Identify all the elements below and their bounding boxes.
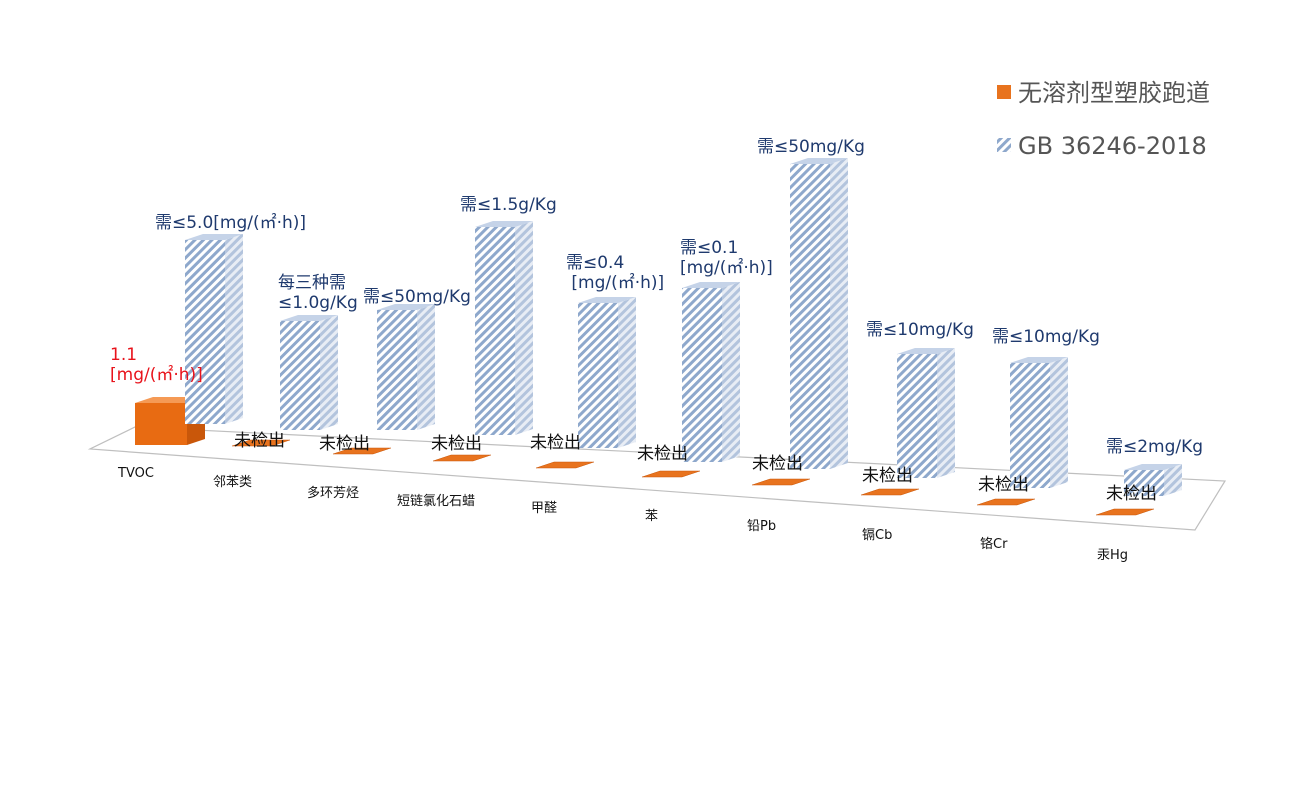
standard-bar-9: [1124, 464, 1182, 496]
orange-value-label-4: 未检出: [530, 433, 581, 453]
orange-marker-6: [751, 478, 811, 486]
standard-bar-1-side: [320, 315, 338, 430]
standard-bar-2-side: [417, 304, 435, 430]
standard-bar-6-front: [790, 164, 830, 469]
category-label-5: 苯: [645, 509, 658, 524]
standard-value-label-4: 需≤0.4 [mg/(㎡·h)]: [566, 253, 664, 293]
standard-bar-1-top: [280, 315, 338, 321]
standard-bar-7-front: [897, 354, 937, 478]
orange-value-label-6: 未检出: [752, 454, 803, 474]
standard-value-label-1: 每三种需≤1.0g/Kg: [278, 273, 358, 313]
standard-bar-3-top: [475, 221, 533, 227]
standard-bar-4-top: [578, 297, 636, 303]
standard-bar-6-top: [790, 158, 848, 164]
standard-bar-4-front: [578, 303, 618, 448]
standard-bar-5-top: [682, 282, 740, 288]
standard-value-label-8: 需≤10mg/Kg: [992, 327, 1100, 347]
orange-marker-9: [1095, 508, 1155, 516]
standard-bar-3-front: [475, 227, 515, 435]
standard-value-label-0: 需≤5.0[mg/(㎡·h)]: [155, 213, 306, 233]
legend-label-1: GB 36246-2018: [1018, 132, 1207, 160]
category-label-9: 汞Hg: [1097, 548, 1128, 563]
standard-bar-2-top: [377, 304, 435, 310]
legend-label-0: 无溶剂型塑胶跑道: [1018, 79, 1210, 107]
standard-bar-3-side: [515, 221, 533, 435]
legend: 无溶剂型塑胶跑道 GB 36246-2018: [997, 79, 1210, 160]
orange-value-label-0: 1.1 [mg/(㎡·h)]: [110, 345, 203, 385]
orange-marker-2: [332, 447, 392, 455]
standard-value-label-3: 需≤1.5g/Kg: [460, 195, 557, 215]
standard-value-label-9: 需≤2mg/Kg: [1106, 437, 1203, 457]
standard-bar-4: [578, 297, 636, 448]
category-label-0: TVOC: [117, 466, 154, 481]
category-label-7: 镉Cb: [862, 527, 892, 543]
standard-bar-5: [682, 282, 740, 462]
standard-value-label-6: 需≤50mg/Kg: [757, 137, 865, 157]
standard-bar-5-side: [722, 282, 740, 462]
standard-bar-5-front: [682, 288, 722, 462]
standard-bar-7-top: [897, 348, 955, 354]
legend-swatch-hatched: [997, 138, 1011, 152]
standard-bar-4-side: [618, 297, 636, 448]
standard-bar-6-side: [830, 158, 848, 469]
orange-marker-4: [535, 461, 595, 469]
orange-value-label-9: 未检出: [1106, 484, 1157, 504]
value-labels: 需≤5.0[mg/(㎡·h)]每三种需≤1.0g/Kg 需≤50mg/Kg需≤1.…: [110, 137, 1203, 504]
standard-value-label-5: 需≤0.1 [mg/(㎡·h)]: [680, 238, 773, 278]
standard-bar-9-front: [1124, 470, 1164, 496]
standard-bar-1: [280, 315, 338, 430]
standard-bar-0-front: [185, 240, 225, 424]
standard-bar-2: [377, 304, 435, 430]
orange-value-label-3: 未检出: [431, 434, 482, 454]
standard-bar-0-side: [225, 234, 243, 424]
standard-bar-6: [790, 158, 848, 469]
bars: [135, 158, 1182, 516]
standard-bar-0: [185, 234, 243, 424]
orange-value-label-2: 未检出: [319, 434, 370, 454]
standard-bar-1-front: [280, 321, 320, 430]
standard-bar-7-side: [937, 348, 955, 478]
category-label-6: 铅Pb: [747, 519, 776, 534]
standard-bar-8: [1010, 357, 1068, 488]
standard-value-label-7: 需≤10mg/Kg: [866, 320, 974, 340]
standard-bar-2-front: [377, 310, 417, 430]
category-label-8: 铬Cr: [980, 536, 1008, 552]
orange-marker-3: [432, 454, 492, 462]
orange-value-label-8: 未检出: [978, 475, 1029, 495]
standard-bar-7: [897, 348, 955, 478]
standard-value-label-2: 需≤50mg/Kg: [363, 287, 471, 307]
standard-bar-8-top: [1010, 357, 1068, 363]
orange-value-label-5: 未检出: [637, 444, 688, 464]
orange-value-label-1: 未检出: [234, 431, 285, 451]
standard-bar-9-side: [1164, 464, 1182, 496]
legend-swatch-orange: [997, 85, 1011, 99]
standard-bar-3: [475, 221, 533, 435]
orange-marker-5: [641, 470, 701, 478]
standard-bar-9-top: [1124, 464, 1182, 470]
category-label-3: 短链氯化石蜡: [397, 494, 475, 509]
orange-marker-7: [860, 488, 920, 496]
standard-bar-0-top: [185, 234, 243, 240]
category-label-1: 邻苯类: [213, 475, 252, 490]
standard-bar-8-side: [1050, 357, 1068, 488]
orange-marker-8: [976, 498, 1036, 506]
orange-bar-tvoc-front: [135, 403, 187, 445]
orange-marker-1: [231, 439, 291, 447]
category-label-4: 甲醛: [531, 500, 557, 516]
category-label-2: 多环芳烃: [307, 485, 359, 501]
standard-bar-8-front: [1010, 363, 1050, 488]
orange-value-label-7: 未检出: [862, 466, 913, 486]
